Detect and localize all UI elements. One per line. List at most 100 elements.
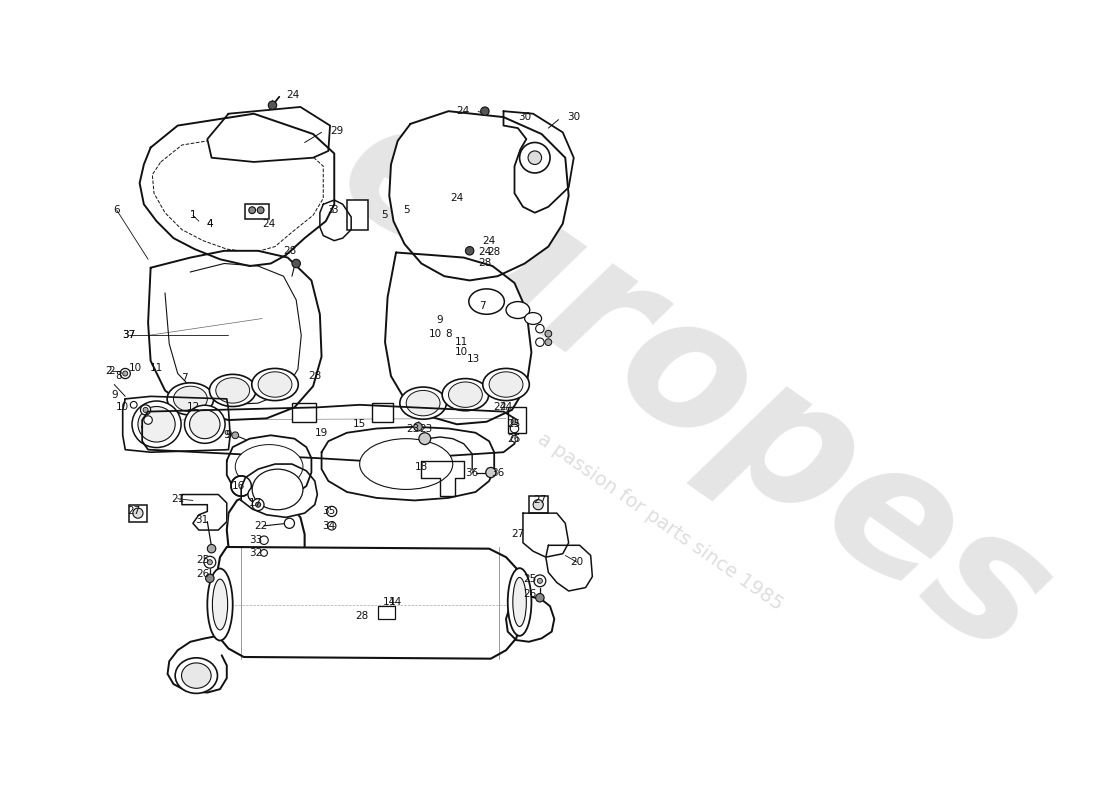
Ellipse shape [506, 302, 530, 318]
Text: 9: 9 [437, 315, 443, 325]
Ellipse shape [189, 410, 220, 438]
Text: 15: 15 [353, 419, 366, 430]
Ellipse shape [508, 568, 531, 636]
Circle shape [292, 259, 300, 268]
Text: 8: 8 [116, 371, 122, 381]
Circle shape [419, 433, 431, 445]
Circle shape [481, 107, 490, 115]
Ellipse shape [399, 387, 447, 419]
Text: 7: 7 [478, 301, 486, 311]
Bar [129, 505, 147, 522]
Text: 2: 2 [106, 366, 112, 376]
Polygon shape [421, 461, 464, 496]
Text: 10: 10 [429, 329, 442, 338]
Text: 11: 11 [150, 362, 163, 373]
Text: 28: 28 [478, 258, 492, 269]
Polygon shape [216, 547, 520, 658]
Ellipse shape [132, 401, 182, 447]
Circle shape [538, 578, 542, 583]
Text: 1: 1 [189, 210, 196, 220]
Text: 25: 25 [524, 574, 537, 584]
Polygon shape [123, 396, 230, 452]
Ellipse shape [513, 578, 527, 626]
Bar [245, 204, 270, 219]
Text: 14: 14 [383, 597, 396, 607]
Circle shape [414, 422, 422, 431]
Polygon shape [385, 253, 531, 424]
Text: 10: 10 [129, 362, 142, 373]
Text: 24: 24 [499, 402, 513, 412]
Text: 11: 11 [454, 337, 467, 347]
Circle shape [249, 207, 255, 214]
Ellipse shape [490, 372, 522, 398]
Text: 3: 3 [328, 205, 334, 215]
Text: 31: 31 [195, 515, 208, 525]
Polygon shape [320, 200, 351, 241]
Text: 2: 2 [109, 366, 116, 376]
Polygon shape [148, 251, 321, 420]
Circle shape [207, 545, 216, 553]
Text: 9: 9 [111, 390, 118, 400]
Text: 25: 25 [197, 554, 210, 565]
Text: 26: 26 [197, 569, 210, 579]
Circle shape [141, 405, 151, 415]
Text: 3: 3 [331, 205, 338, 215]
Text: 26: 26 [507, 434, 520, 444]
Circle shape [528, 151, 541, 165]
Text: 35: 35 [321, 506, 336, 517]
Circle shape [512, 435, 518, 442]
Text: 18: 18 [415, 462, 428, 471]
Circle shape [143, 407, 148, 413]
Text: 22: 22 [254, 521, 267, 531]
Ellipse shape [138, 406, 175, 442]
Circle shape [252, 498, 264, 510]
Polygon shape [207, 107, 330, 162]
Bar [292, 403, 316, 422]
Text: 5: 5 [381, 210, 387, 220]
Text: 12: 12 [186, 402, 199, 412]
Text: 10: 10 [454, 347, 467, 358]
Circle shape [260, 536, 268, 545]
Bar [508, 407, 527, 433]
Circle shape [144, 416, 152, 424]
Circle shape [268, 101, 277, 110]
Circle shape [257, 207, 264, 214]
Text: 24: 24 [263, 218, 276, 229]
Text: 34: 34 [321, 521, 336, 531]
Text: 14: 14 [389, 597, 403, 607]
Text: 28: 28 [308, 371, 321, 381]
Circle shape [536, 325, 544, 333]
Text: 6: 6 [113, 205, 120, 215]
Text: 30: 30 [518, 112, 531, 122]
Bar [346, 200, 368, 230]
Bar [372, 403, 394, 422]
Ellipse shape [212, 579, 228, 630]
Polygon shape [506, 596, 554, 642]
Polygon shape [522, 513, 569, 557]
Bar [529, 496, 548, 513]
Circle shape [206, 574, 214, 582]
Polygon shape [227, 435, 311, 498]
Ellipse shape [469, 289, 504, 314]
Circle shape [123, 371, 128, 376]
Circle shape [284, 518, 295, 528]
Text: 26: 26 [524, 589, 537, 598]
Circle shape [130, 402, 138, 408]
Circle shape [544, 330, 552, 337]
Text: 24: 24 [478, 247, 492, 258]
Text: 7: 7 [182, 373, 188, 382]
Circle shape [120, 369, 130, 378]
Ellipse shape [207, 569, 233, 641]
Ellipse shape [248, 482, 290, 506]
Text: 4: 4 [207, 218, 213, 229]
Text: 27: 27 [128, 506, 141, 517]
Text: 36: 36 [491, 467, 504, 478]
Ellipse shape [167, 383, 213, 415]
Text: 13: 13 [468, 354, 481, 364]
Circle shape [232, 432, 239, 438]
Circle shape [519, 142, 550, 173]
Circle shape [534, 575, 546, 586]
Circle shape [510, 424, 519, 433]
Ellipse shape [252, 469, 302, 510]
Ellipse shape [174, 386, 207, 411]
